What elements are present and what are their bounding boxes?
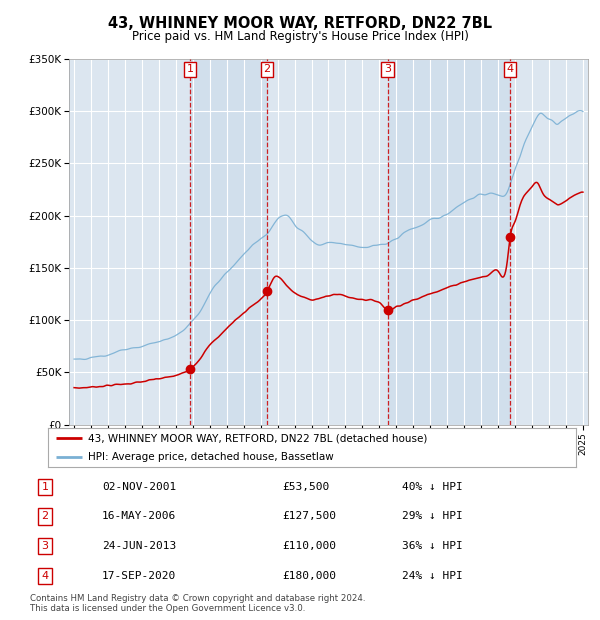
Bar	[388, 59, 510, 425]
Text: 29% ↓ HPI: 29% ↓ HPI	[402, 512, 463, 521]
Text: Price paid vs. HM Land Registry's House Price Index (HPI): Price paid vs. HM Land Registry's House …	[131, 30, 469, 43]
Text: 02-NOV-2001: 02-NOV-2001	[102, 482, 176, 492]
Text: 1: 1	[187, 64, 193, 74]
Text: £110,000: £110,000	[282, 541, 336, 551]
Text: 2: 2	[263, 64, 271, 74]
Text: 40% ↓ HPI: 40% ↓ HPI	[402, 482, 463, 492]
Bar	[190, 59, 267, 425]
Text: 16-MAY-2006: 16-MAY-2006	[102, 512, 176, 521]
Text: 3: 3	[384, 64, 391, 74]
Text: HPI: Average price, detached house, Bassetlaw: HPI: Average price, detached house, Bass…	[88, 452, 334, 462]
Text: 17-SEP-2020: 17-SEP-2020	[102, 571, 176, 581]
Text: 4: 4	[506, 64, 514, 74]
Text: 3: 3	[41, 541, 49, 551]
Text: £53,500: £53,500	[282, 482, 329, 492]
Text: £127,500: £127,500	[282, 512, 336, 521]
Text: 24% ↓ HPI: 24% ↓ HPI	[402, 571, 463, 581]
Text: 2: 2	[41, 512, 49, 521]
Text: 4: 4	[41, 571, 49, 581]
Text: 24-JUN-2013: 24-JUN-2013	[102, 541, 176, 551]
Text: Contains HM Land Registry data © Crown copyright and database right 2024.
This d: Contains HM Land Registry data © Crown c…	[30, 594, 365, 613]
Text: 1: 1	[41, 482, 49, 492]
Text: 36% ↓ HPI: 36% ↓ HPI	[402, 541, 463, 551]
Text: 43, WHINNEY MOOR WAY, RETFORD, DN22 7BL (detached house): 43, WHINNEY MOOR WAY, RETFORD, DN22 7BL …	[88, 433, 427, 443]
Text: 43, WHINNEY MOOR WAY, RETFORD, DN22 7BL: 43, WHINNEY MOOR WAY, RETFORD, DN22 7BL	[108, 16, 492, 30]
Text: £180,000: £180,000	[282, 571, 336, 581]
